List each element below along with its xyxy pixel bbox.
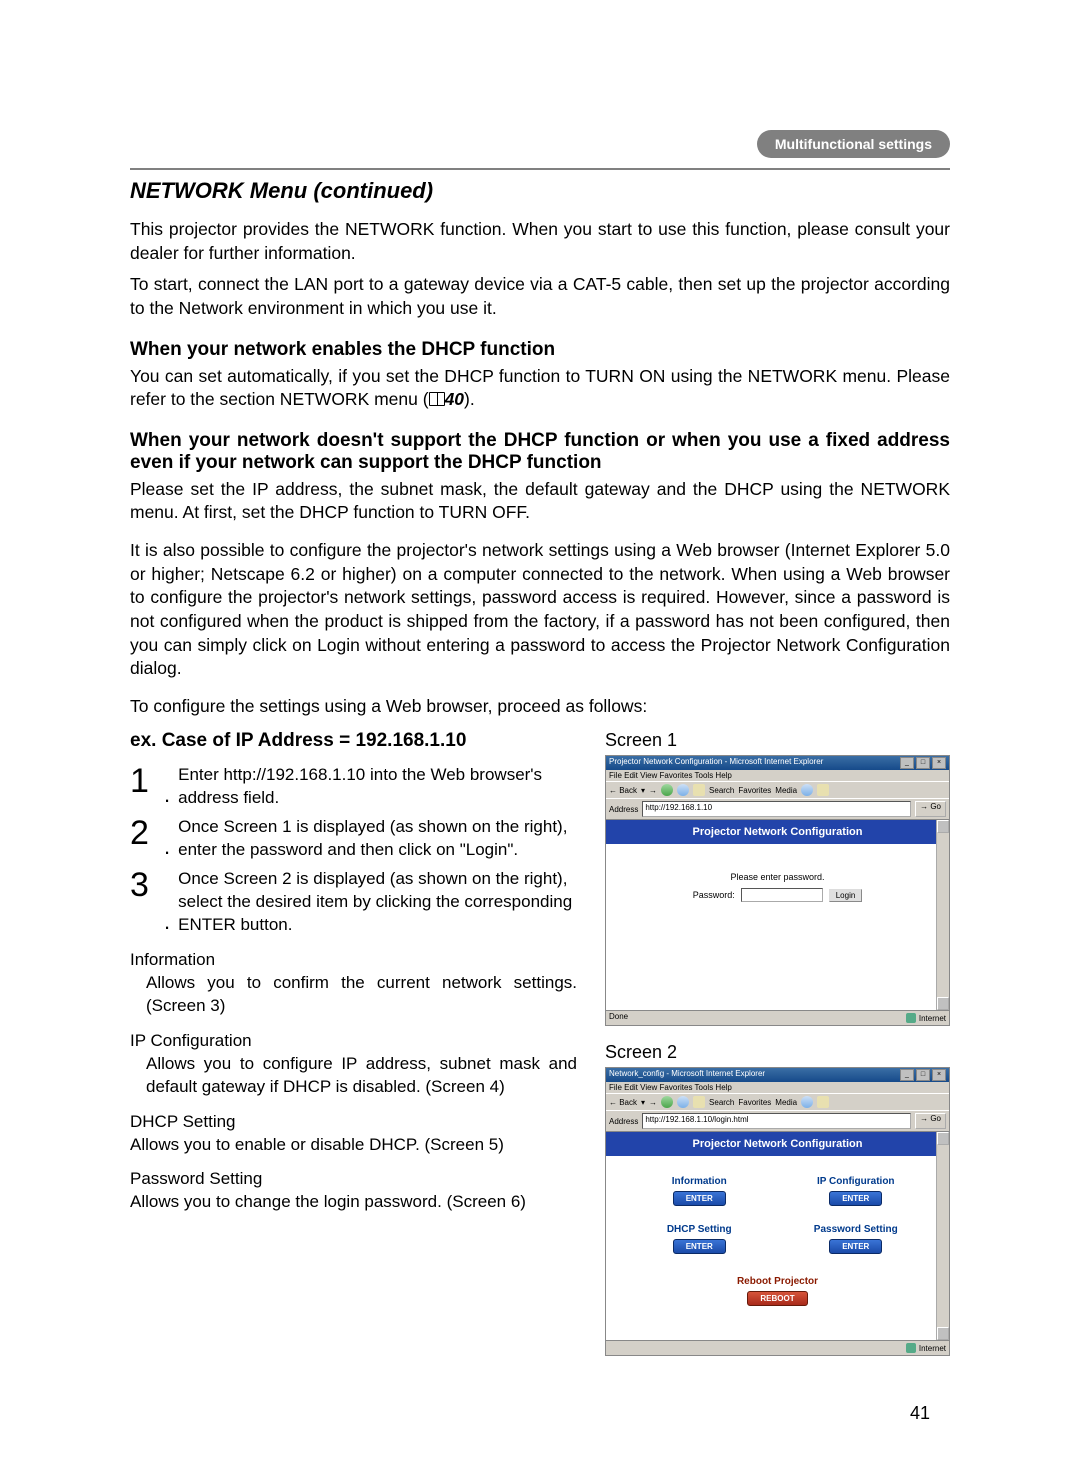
toolbar[interactable]: ← Back▾→ Search Favorites Media <box>606 1093 949 1110</box>
step-3: 3. Once Screen 2 is displayed (as shown … <box>130 868 577 937</box>
page-number: 41 <box>910 1403 930 1424</box>
please-enter-password: Please enter password. <box>606 872 949 882</box>
dhcp-off-p3: To configure the settings using a Web br… <box>130 695 950 719</box>
status-left: Done <box>609 1012 628 1024</box>
reboot-button[interactable]: REBOOT <box>747 1291 807 1306</box>
info-password: Password Setting Allows you to change th… <box>130 1168 577 1214</box>
book-icon <box>429 392 445 406</box>
cfg-ipconfig: IP Configuration ENTER <box>793 1176 920 1206</box>
pnc-banner: Projector Network Configuration <box>606 820 949 844</box>
refresh-icon[interactable] <box>677 1096 689 1108</box>
internet-icon <box>906 1343 916 1353</box>
dhcp-on-body: You can set automatically, if you set th… <box>130 365 950 412</box>
mail-icon[interactable] <box>817 1096 829 1108</box>
screen2-window: Network_config - Microsoft Internet Expl… <box>605 1067 950 1356</box>
close-icon[interactable]: × <box>932 1069 946 1081</box>
enter-button[interactable]: ENTER <box>673 1191 726 1206</box>
mail-icon[interactable] <box>817 784 829 796</box>
divider <box>130 168 950 170</box>
toolbar[interactable]: ← Back▾→ Search Favorites Media <box>606 781 949 798</box>
screen2-label: Screen 2 <box>605 1042 950 1063</box>
login-button[interactable]: Login <box>829 889 863 902</box>
cfg-information: Information ENTER <box>636 1176 763 1206</box>
history-icon[interactable] <box>801 784 813 796</box>
address-label: Address <box>609 805 638 814</box>
home-icon[interactable] <box>693 784 705 796</box>
screen2-titlebar: Network_config - Microsoft Internet Expl… <box>609 1069 765 1081</box>
scrollbar[interactable] <box>936 1132 949 1340</box>
dhcp-off-p1: Please set the IP address, the subnet ma… <box>130 478 950 525</box>
stop-icon[interactable] <box>661 1096 673 1108</box>
example-heading: ex. Case of IP Address = 192.168.1.10 <box>130 730 577 752</box>
address-label: Address <box>609 1117 638 1126</box>
dhcp-on-heading: When your network enables the DHCP funct… <box>130 339 950 361</box>
go-button[interactable]: → Go <box>915 1113 946 1129</box>
address-input[interactable]: http://192.168.1.10/login.html <box>642 1113 911 1129</box>
intro-p1: This projector provides the NETWORK func… <box>130 218 950 265</box>
screen1-label: Screen 1 <box>605 730 950 751</box>
intro-p2: To start, connect the LAN port to a gate… <box>130 273 950 320</box>
dhcp-off-p2: It is also possible to configure the pro… <box>130 539 950 681</box>
section-title: NETWORK Menu (continued) <box>130 178 950 204</box>
enter-button[interactable]: ENTER <box>829 1239 882 1254</box>
min-icon[interactable]: _ <box>900 1069 914 1081</box>
info-information: Information Allows you to confirm the cu… <box>130 949 577 1018</box>
home-icon[interactable] <box>693 1096 705 1108</box>
internet-icon <box>906 1013 916 1023</box>
enter-button[interactable]: ENTER <box>673 1239 726 1254</box>
scrollbar[interactable] <box>936 820 949 1010</box>
menubar[interactable]: File Edit View Favorites Tools Help <box>606 770 949 781</box>
step-1: 1. Enter http://192.168.1.10 into the We… <box>130 764 577 810</box>
close-icon[interactable]: × <box>932 757 946 769</box>
pnc-banner: Projector Network Configuration <box>606 1132 949 1156</box>
step-2: 2. Once Screen 1 is displayed (as shown … <box>130 816 577 862</box>
min-icon[interactable]: _ <box>900 757 914 769</box>
refresh-icon[interactable] <box>677 784 689 796</box>
info-dhcp: DHCP Setting Allows you to enable or dis… <box>130 1111 577 1157</box>
enter-button[interactable]: ENTER <box>829 1191 882 1206</box>
stop-icon[interactable] <box>661 784 673 796</box>
max-icon[interactable]: □ <box>916 1069 930 1081</box>
address-input[interactable]: http://192.168.1.10 <box>642 801 911 817</box>
cfg-password: Password Setting ENTER <box>793 1224 920 1254</box>
menubar[interactable]: File Edit View Favorites Tools Help <box>606 1082 949 1093</box>
history-icon[interactable] <box>801 1096 813 1108</box>
info-ipconfig: IP Configuration Allows you to configure… <box>130 1030 577 1099</box>
cfg-reboot: Reboot Projector REBOOT <box>636 1276 919 1306</box>
max-icon[interactable]: □ <box>916 757 930 769</box>
password-label: Password: <box>693 890 735 900</box>
screen1-titlebar: Projector Network Configuration - Micros… <box>609 757 823 769</box>
header-pill: Multifunctional settings <box>757 130 950 158</box>
cfg-dhcp: DHCP Setting ENTER <box>636 1224 763 1254</box>
screen1-window: Projector Network Configuration - Micros… <box>605 755 950 1026</box>
dhcp-off-heading: When your network doesn't support the DH… <box>130 430 950 474</box>
password-input[interactable] <box>741 888 823 902</box>
go-button[interactable]: → Go <box>915 801 946 817</box>
